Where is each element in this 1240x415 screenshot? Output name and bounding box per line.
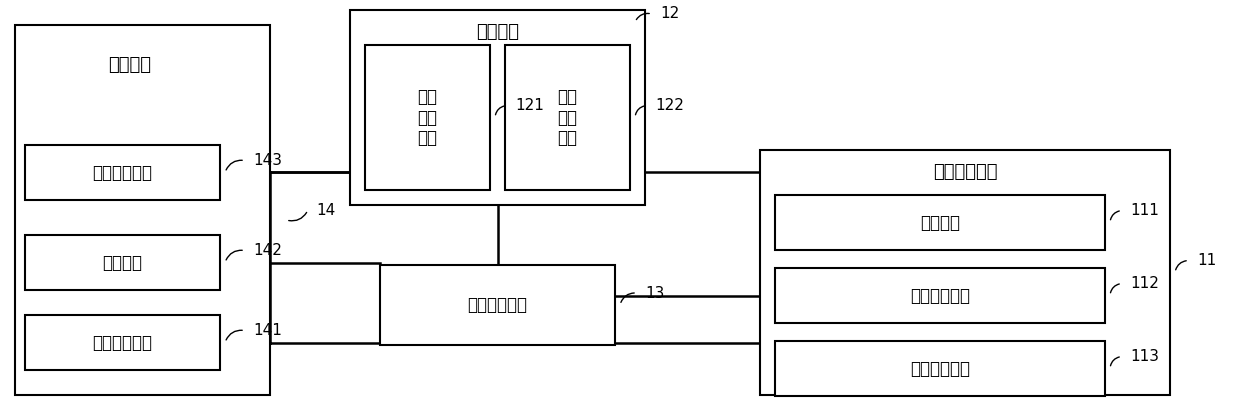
Text: 电池单元: 电池单元	[103, 254, 143, 271]
Text: 111: 111	[1130, 203, 1159, 218]
Bar	[25, 145, 219, 200]
Bar	[379, 265, 615, 345]
Text: 121: 121	[515, 98, 544, 113]
Bar	[25, 235, 219, 290]
Text: 143: 143	[253, 153, 281, 168]
Bar	[775, 195, 1105, 250]
Text: 网络交换模块: 网络交换模块	[467, 296, 527, 314]
Text: 141: 141	[253, 323, 281, 338]
Text: 屏显单元: 屏显单元	[920, 213, 960, 232]
Bar	[775, 341, 1105, 396]
Bar	[760, 150, 1171, 395]
Text: 视频
采集
单元: 视频 采集 单元	[418, 88, 438, 147]
Text: 视频
录制
单元: 视频 录制 单元	[558, 88, 578, 147]
Text: 11: 11	[1197, 253, 1216, 268]
Text: 视频模块: 视频模块	[476, 23, 520, 41]
Bar	[25, 315, 219, 370]
Bar	[505, 45, 630, 190]
Text: 142: 142	[253, 243, 281, 258]
Text: 14: 14	[316, 203, 335, 217]
Text: 122: 122	[655, 98, 684, 113]
Bar	[15, 25, 270, 395]
Bar	[775, 268, 1105, 323]
Text: 12: 12	[660, 7, 680, 22]
Text: 数据采集单元: 数据采集单元	[910, 359, 970, 378]
Text: 电源模块: 电源模块	[109, 56, 151, 74]
Text: 中央处理单元: 中央处理单元	[910, 286, 970, 305]
Text: 13: 13	[645, 286, 665, 300]
Text: 电源转换单元: 电源转换单元	[93, 334, 153, 352]
Text: 112: 112	[1130, 276, 1159, 291]
Text: 电源管理单元: 电源管理单元	[93, 164, 153, 181]
Bar	[365, 45, 490, 190]
Bar	[350, 10, 645, 205]
Text: 113: 113	[1130, 349, 1159, 364]
Text: 逻辑控制模块: 逻辑控制模块	[932, 163, 997, 181]
